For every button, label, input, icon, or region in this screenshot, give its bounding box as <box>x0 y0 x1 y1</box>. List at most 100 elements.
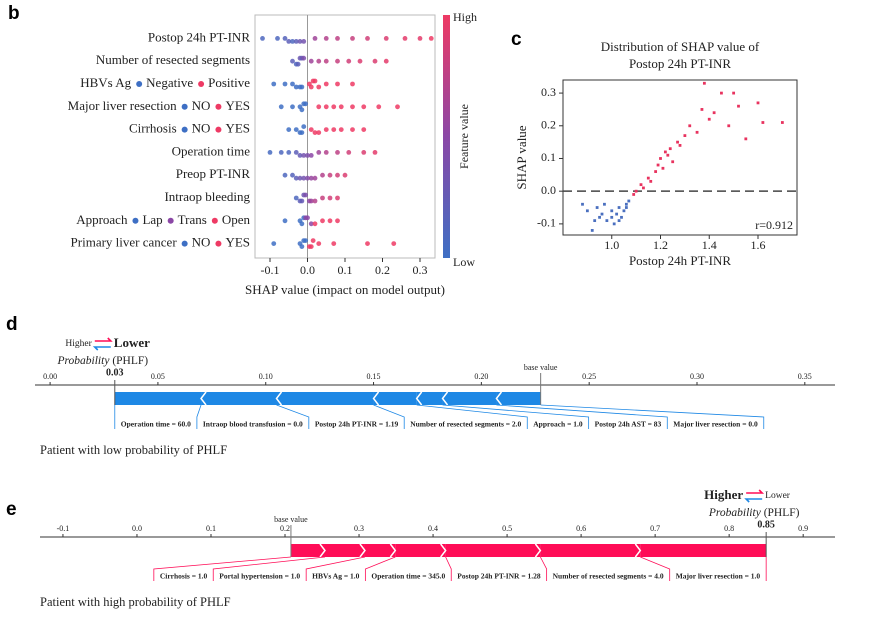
shap-point <box>316 241 322 247</box>
scatter-point <box>661 166 665 170</box>
shap-point <box>282 81 288 87</box>
feature-label: Operation time = 60.0 <box>121 420 191 429</box>
shap-point <box>316 150 322 155</box>
x-tick-label: 0.1 <box>338 263 353 277</box>
shap-point <box>350 36 355 41</box>
shap-point <box>290 104 295 110</box>
x-tick-label: 0.20 <box>474 372 488 381</box>
shap-point <box>275 36 280 41</box>
scatter-point <box>668 147 672 151</box>
shap-point <box>305 175 310 181</box>
shap-point <box>402 36 408 41</box>
shap-point <box>297 39 303 44</box>
chevron <box>359 543 366 558</box>
feature-label: Major liver resection <box>68 98 178 113</box>
shap-point <box>308 127 314 132</box>
shap-point <box>308 175 314 181</box>
panel-letter: c <box>511 29 522 50</box>
shap-point <box>299 130 305 136</box>
shap-point <box>331 104 337 110</box>
shap-point <box>331 241 337 247</box>
scatter-point <box>688 124 692 128</box>
shap-point <box>286 127 292 132</box>
scatter-point <box>605 219 609 223</box>
shap-point <box>383 58 389 64</box>
x-tick-label: 0.5 <box>502 524 512 533</box>
shap-point <box>428 36 434 41</box>
probability-suffix: (PHLF) <box>112 355 148 367</box>
feature-label: Intraop blood transfusion = 0.0 <box>203 420 303 429</box>
force-segment <box>496 392 541 405</box>
label-connector <box>416 404 528 429</box>
force-segment <box>640 544 767 557</box>
shap-point <box>297 153 303 158</box>
scatter-point <box>617 219 621 223</box>
level-label: Open <box>222 212 251 227</box>
feature-label: Postop 24h AST = 83 <box>595 420 662 429</box>
probability-label: Probability (PHLF) <box>708 507 800 519</box>
feature-label: Operation time <box>172 143 251 158</box>
shap-point <box>312 198 318 204</box>
label-connector <box>212 556 326 581</box>
shap-point <box>271 241 277 247</box>
shap-point <box>376 104 382 110</box>
scatter-point <box>610 209 614 213</box>
shap-point <box>312 221 318 227</box>
output-value: 0.85 <box>757 519 775 530</box>
shap-point <box>308 221 314 227</box>
scatter-point <box>702 81 706 85</box>
shap-point <box>295 61 301 67</box>
scatter-point <box>700 108 704 111</box>
shap-point <box>308 244 314 250</box>
x-tick-label: 0.30 <box>690 372 704 381</box>
force-segment <box>290 544 325 557</box>
shap-point <box>293 127 299 132</box>
shap-point <box>350 104 355 110</box>
scatter-point <box>590 229 594 232</box>
label-connector <box>373 404 405 429</box>
x-tick-label: 0.0 <box>300 263 315 277</box>
shap-point <box>316 84 322 90</box>
shap-point <box>361 150 367 155</box>
feature-label: HBVs Ag = 1.0 <box>312 572 359 581</box>
shap-point <box>282 172 288 178</box>
force-segment <box>364 544 396 557</box>
shap-point <box>327 195 333 201</box>
scatter-point <box>756 101 760 105</box>
feature-label: Cirrhosis <box>129 121 177 136</box>
feature-label: Portal hypertension = 1.0 <box>219 572 300 581</box>
shap-point <box>342 172 348 178</box>
chevron <box>495 391 503 406</box>
shap-point <box>320 172 325 178</box>
chevron <box>389 543 397 558</box>
level-label: NO <box>192 235 211 250</box>
scatter-point <box>585 209 589 213</box>
probability-word: Probability <box>56 355 110 367</box>
shap-point <box>338 127 344 132</box>
chevron <box>319 543 326 558</box>
level-label: Lap <box>142 212 162 227</box>
force-segment <box>442 392 497 405</box>
label-connector <box>364 556 396 581</box>
feature-label: Number of resected segments <box>96 52 250 67</box>
shap-point <box>267 150 273 155</box>
shap-point <box>391 241 397 247</box>
direction-arrow <box>746 489 765 494</box>
shap-point <box>278 104 284 110</box>
force-segment <box>373 392 417 405</box>
feature-label: Cirrhosis = 1.0 <box>160 572 208 581</box>
scatter-point <box>622 209 626 213</box>
x-axis-label: SHAP value (impact on model output) <box>245 282 445 297</box>
x-tick-label: 0.1 <box>206 524 216 533</box>
y-tick-label: 0.3 <box>541 85 556 99</box>
shap-point <box>308 58 314 64</box>
chevron <box>440 543 447 558</box>
feature-label: Number of resected segments = 4.0 <box>553 572 664 581</box>
scatter-point <box>615 212 619 216</box>
level-dot <box>215 103 222 110</box>
scatter-point <box>603 202 606 206</box>
shap-point <box>346 150 352 155</box>
shap-point <box>350 81 355 87</box>
feature-label: Operation time = 345.0 <box>371 572 445 581</box>
shap-point <box>323 150 329 155</box>
